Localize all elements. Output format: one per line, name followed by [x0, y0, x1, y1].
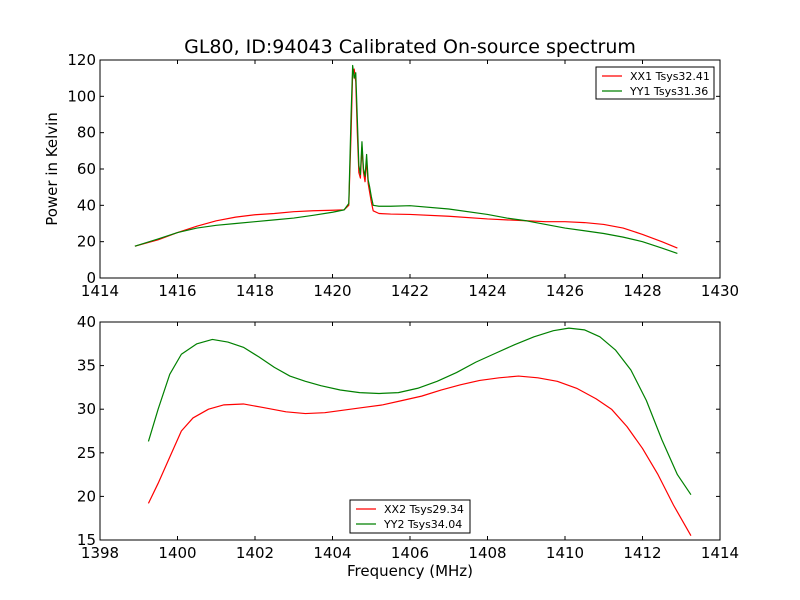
top-plot-x-tick-label: 1416: [158, 282, 196, 300]
top-plot-x-tick-label: 1422: [391, 282, 429, 300]
top-plot-series-2-line: [134, 64, 678, 255]
top-plot-y-tick-label: 40: [77, 196, 96, 214]
bottom-plot: 1398 1400 1402 1404 1406 1408 1410 1412 1414 15 20…: [77, 313, 739, 580]
bottom-plot-x-tick-label: 1402: [236, 544, 274, 562]
top-plot-y-tick-label: 60: [77, 160, 96, 178]
bottom-plot-legend-label: XX2 Tsys29.34: [384, 503, 464, 516]
bottom-plot-legend-label: YY2 Tsys34.04: [383, 518, 462, 531]
bottom-plot-series-2-line: [147, 327, 692, 495]
top-plot-y-tick-label: 120: [67, 51, 96, 69]
top-plot-y-tick-label: 0: [86, 269, 96, 287]
top-plot-x-tick-label: 1426: [546, 282, 584, 300]
top-plot-x-tick-label: 1428: [623, 282, 661, 300]
top-plot-y-axis-label: Power in Kelvin: [43, 112, 61, 226]
top-plot-legend-label: YY1 Tsys31.36: [629, 85, 708, 98]
bottom-plot-legend: XX2 Tsys29.34 YY2 Tsys34.04: [349, 499, 471, 534]
bottom-plot-x-tick-label: 1400: [158, 544, 196, 562]
bottom-plot-y-tick-label: 25: [77, 444, 96, 462]
bottom-plot-x-tick-label: 1412: [623, 544, 661, 562]
bottom-plot-x-tick-label: 1404: [313, 544, 351, 562]
bottom-plot-x-tick-label: 1414: [701, 544, 739, 562]
top-plot: GL80, ID:94043 Calibrated On-source spec…: [43, 36, 739, 300]
top-plot-legend-label: XX1 Tsys32.41: [630, 70, 710, 83]
top-plot-y-tick-label: 80: [77, 124, 96, 142]
top-plot-y-tick-label: 20: [77, 233, 96, 251]
bottom-plot-x-tick-label: 1408: [468, 544, 506, 562]
bottom-plot-y-tick-label: 20: [77, 487, 96, 505]
bottom-plot-series-1-line: [147, 375, 692, 536]
top-plot-y-tick-label: 100: [67, 87, 96, 105]
top-plot-x-tick-label: 1424: [468, 282, 506, 300]
top-plot-legend-box: [595, 66, 715, 100]
top-plot-title: GL80, ID:94043 Calibrated On-source spec…: [184, 36, 636, 58]
top-plot-x-tick-label: 1430: [701, 282, 739, 300]
bottom-plot-y-tick-label: 30: [77, 400, 96, 418]
bottom-plot-x-tick-label: 1410: [546, 544, 584, 562]
top-plot-x-tick-label: 1414: [81, 282, 119, 300]
bottom-plot-legend-box: [349, 499, 471, 534]
top-plot-x-tick-label: 1418: [236, 282, 274, 300]
top-plot-legend: XX1 Tsys32.41 YY1 Tsys31.36: [595, 66, 715, 100]
bottom-plot-x-tick-label: 1406: [391, 544, 429, 562]
bottom-plot-y-tick-label: 35: [77, 357, 96, 375]
bottom-plot-y-tick-label: 15: [77, 531, 96, 549]
bottom-plot-x-axis-label: Frequency (MHz): [347, 562, 473, 580]
top-plot-x-tick-label: 1420: [313, 282, 351, 300]
bottom-plot-y-tick-label: 40: [77, 313, 96, 331]
bottom-plot-x-tick-label: 1398: [81, 544, 119, 562]
